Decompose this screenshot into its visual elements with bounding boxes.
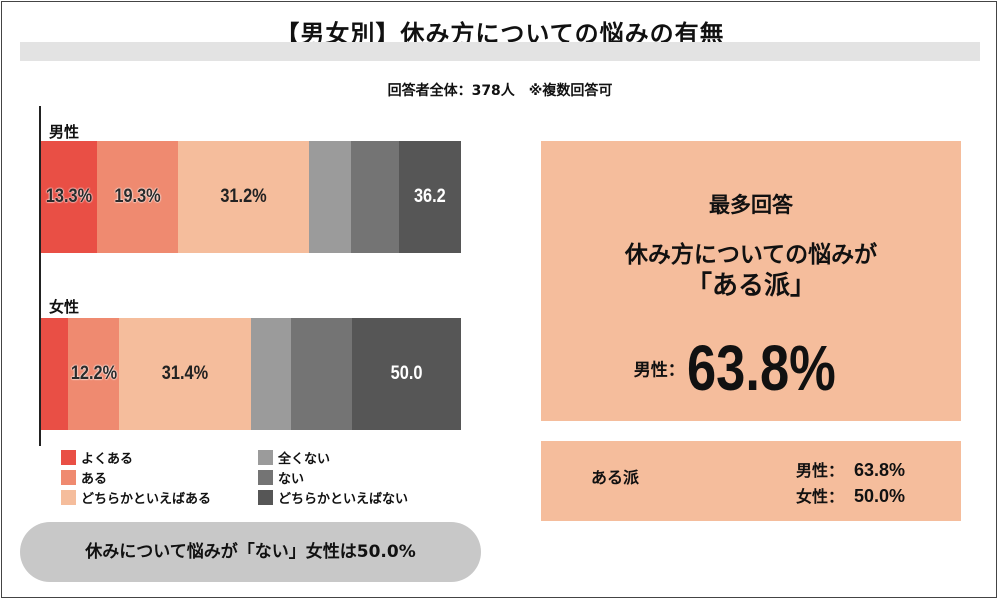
legend-item-2: どちらかといえばある [61, 488, 211, 507]
bar-segment-0-4 [350, 141, 400, 253]
chart-legend: よくあるあるどちらかといえばある 全くないないどちらかといえばない [61, 446, 481, 512]
highlight-value-row: 男性：63.8% [541, 331, 961, 405]
category-label-female: 女性 [49, 298, 80, 316]
summary-label: ある派 [591, 468, 640, 487]
summary-row-male: 男性： 63.8% [796, 457, 905, 481]
highlight-heading: 最多回答 [709, 193, 793, 217]
summary-row-value: 63.8% [854, 460, 906, 480]
data-label-0-0: 13.3% [45, 186, 93, 207]
highlight-line2: 「ある派」 [685, 271, 816, 301]
summary-row-female: 女性： 50.0% [796, 483, 905, 507]
total-no-label-0: 36.2 [414, 186, 447, 207]
highlight-value-label: 男性： [633, 360, 685, 381]
legend-swatch [61, 490, 76, 505]
legend-swatch [61, 470, 76, 485]
category-label-male: 男性 [49, 123, 80, 141]
highlight-line1: 休み方についての悩みが [624, 242, 878, 268]
bar-segment-0-2 [177, 141, 309, 253]
legend-label: よくある [81, 452, 134, 467]
summary-panel: ある派 男性： 63.8% 女性： 50.0% [541, 441, 961, 521]
bar-segment-1-5 [351, 318, 461, 430]
data-label-0-2: 31.2% [220, 186, 267, 207]
legend-label: ある [81, 472, 108, 487]
legend-item-0: よくある [61, 448, 133, 467]
legend-label: どちらかといえばある [81, 492, 212, 507]
legend-swatch [258, 470, 273, 485]
data-label-0-1: 19.3% [114, 186, 161, 207]
stacked-bar-female: 6.4%12.2%31.4%50.0 [41, 318, 461, 430]
bar-segment-1-2 [119, 318, 251, 430]
bar-segment-0-0 [41, 141, 97, 253]
legend-item-5: どちらかといえばない [258, 488, 408, 507]
title-band [20, 42, 980, 61]
bar-segment-0-1 [96, 141, 178, 253]
legend-item-1: ある [61, 468, 107, 487]
legend-swatch [258, 490, 273, 505]
bar-segment-1-0 [41, 318, 68, 430]
data-label-1-2: 31.4% [161, 363, 209, 384]
data-label-1-1: 12.2% [70, 363, 117, 384]
legend-label: ない [278, 472, 305, 487]
summary-row-value: 50.0% [854, 486, 906, 506]
total-no-label-1: 50.0 [390, 363, 423, 384]
summary-row-label: 男性： [796, 461, 845, 480]
bottom-callout: 休みについて悩みが「ない」女性は50.0% [20, 522, 481, 582]
legend-label: どちらかといえばない [278, 492, 409, 507]
bar-segment-0-5 [399, 141, 461, 253]
stacked-bar-male: 13.3% 19.3% 31.2% 36.2 [41, 141, 461, 253]
bar-segment-1-4 [290, 318, 352, 430]
highlight-panel: 最多回答 休み方についての悩みが 「ある派」 男性：63.8% [541, 141, 961, 421]
summary-row-label: 女性： [796, 487, 845, 506]
chart-subtitle: 回答者全体：378人 ※複数回答可 [387, 83, 613, 99]
bar-segment-1-3 [251, 318, 291, 430]
category-axis-line [39, 106, 41, 446]
legend-swatch [258, 450, 273, 465]
legend-swatch [61, 450, 76, 465]
legend-item-3: 全くない [258, 448, 330, 467]
bar-segment-0-3 [308, 141, 351, 253]
highlight-value: 63.8% [686, 332, 836, 404]
bar-segment-1-1 [67, 318, 120, 430]
legend-label: 全くない [278, 452, 331, 467]
legend-item-4: ない [258, 468, 304, 487]
